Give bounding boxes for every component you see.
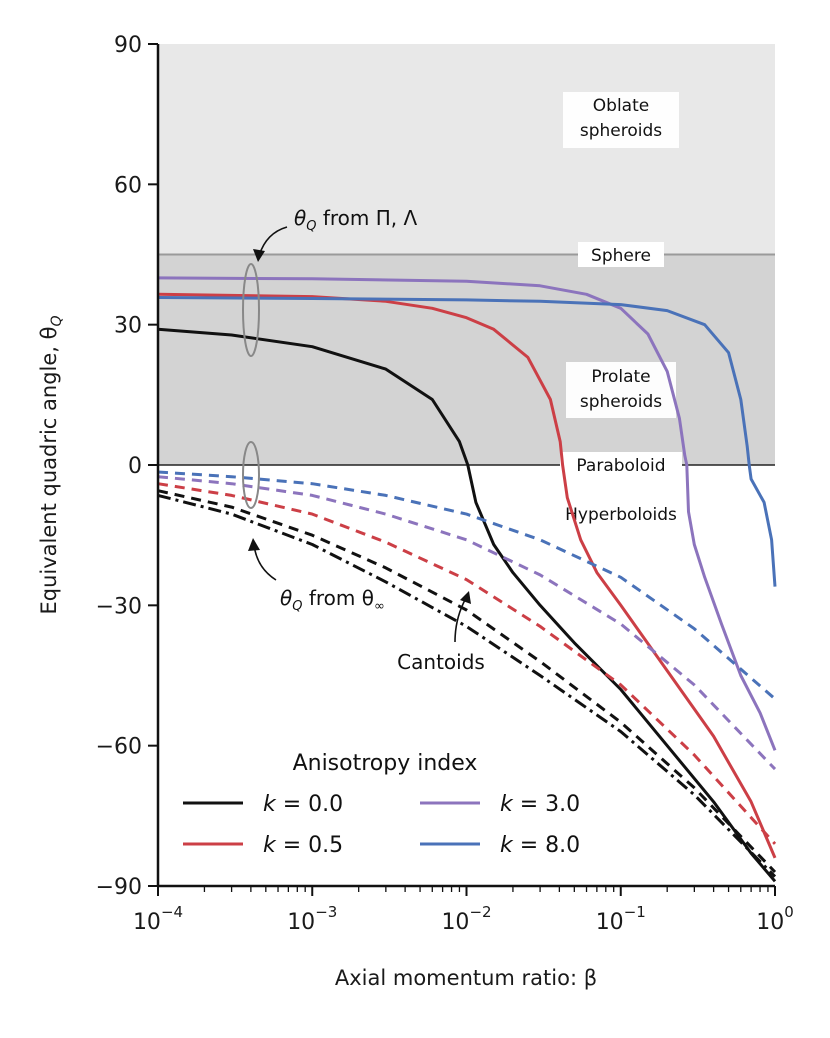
x-tick-label: 10−3	[287, 903, 337, 935]
legend: Anisotropy index k = 0.0 k = 3.0 k = 0.5…	[183, 751, 580, 858]
x-tick-label: 10−4	[133, 903, 183, 935]
legend-title: Anisotropy index	[293, 751, 478, 776]
y-axis-title: Equivalent quadric angle, θQ	[37, 315, 65, 614]
curve-k30-solid	[157, 276, 777, 751]
oblate-label: Oblate spheroids	[563, 92, 679, 148]
curve-k00-dashed	[157, 489, 777, 874]
x-axis-title: Axial momentum ratio: β	[335, 966, 597, 990]
arrowhead-cantoids	[460, 591, 471, 604]
curve-k05-solid	[157, 292, 777, 859]
y-tick-label: 0	[128, 454, 142, 479]
y-tick-label: 60	[114, 173, 142, 198]
x-tick-label: 10−1	[596, 903, 646, 935]
y-tick-label: −90	[96, 875, 142, 900]
prolate-label: Prolate spheroids	[566, 362, 676, 418]
x-tick-label: 10−2	[441, 903, 491, 935]
axes: 90 60 30 0 −30 −60 −90 10−4 10−3 10−2 10−1 100	[96, 33, 794, 935]
arrow-cantoids	[454, 597, 467, 643]
y-tick-label: −60	[96, 735, 142, 760]
oblate-label-line2: spheroids	[580, 121, 662, 141]
arrowhead-from-pi-lambda	[253, 249, 265, 262]
prolate-label-line1: Prolate	[591, 367, 650, 387]
oblate-label-line1: Oblate	[593, 96, 649, 116]
arrowhead-from-theta-inf	[248, 538, 260, 551]
x-tick-label: 100	[756, 903, 794, 935]
curve-k80-dashed	[157, 470, 776, 701]
curves	[157, 276, 777, 883]
annotation-cantoids: Cantoids	[397, 650, 485, 674]
marker-ellipse-upper	[242, 263, 260, 357]
curve-k05-dashed	[157, 482, 777, 845]
legend-label-k05: k = 0.5	[263, 833, 343, 858]
arrow-from-theta-inf	[253, 544, 277, 581]
paraboloid-label: Paraboloid	[560, 452, 682, 476]
curve-k00-dashdot	[157, 493, 777, 878]
annotation-from-theta-inf: θQ from θ∞	[280, 586, 385, 614]
region-prolate	[158, 254, 775, 465]
sphere-label: Sphere	[578, 242, 664, 267]
marker-ellipse-lower	[242, 441, 260, 509]
curve-k00-solid	[157, 327, 777, 883]
sphere-label-text: Sphere	[591, 246, 651, 266]
y-tick-label: −30	[96, 594, 142, 619]
curve-k80-solid	[157, 296, 777, 587]
y-tick-label: 90	[114, 33, 142, 58]
hyperboloids-label-text: Hyperboloids	[565, 505, 677, 525]
paraboloid-label-text: Paraboloid	[576, 456, 665, 476]
legend-label-k8: k = 8.0	[500, 833, 580, 858]
annotation-from-pi-lambda: θQ from Π, Λ	[294, 206, 417, 234]
region-oblate	[158, 44, 775, 255]
legend-label-k3: k = 3.0	[500, 792, 580, 817]
prolate-label-line2: spheroids	[580, 392, 662, 412]
y-tick-label: 30	[114, 314, 142, 339]
legend-label-k0: k = 0.0	[263, 792, 343, 817]
